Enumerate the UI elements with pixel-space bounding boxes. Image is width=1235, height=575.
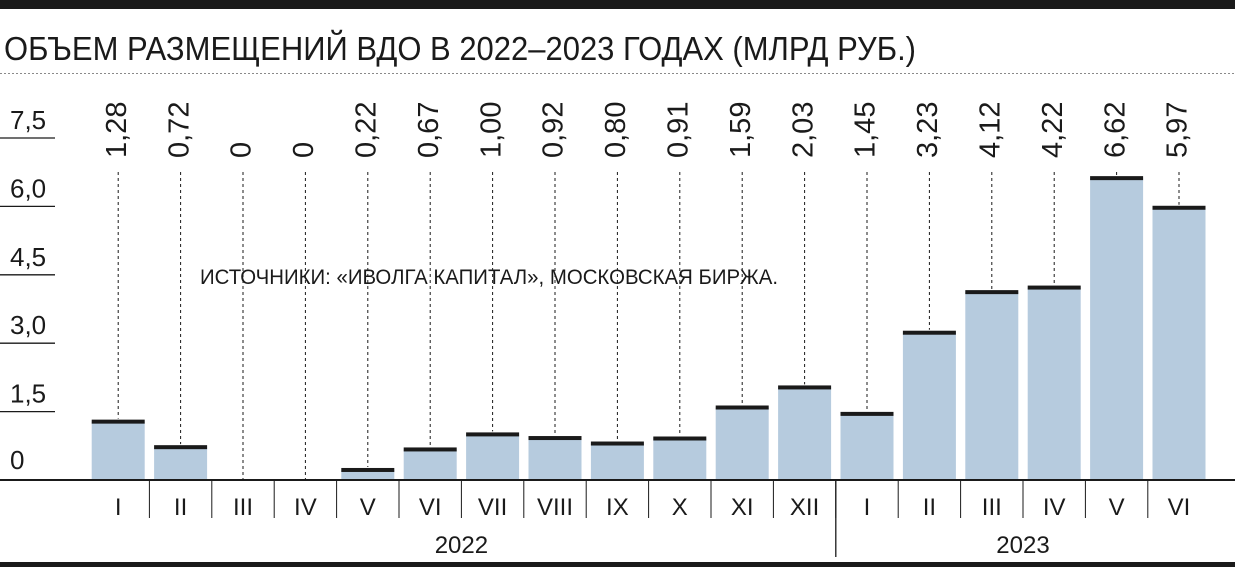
bar-cap xyxy=(154,445,208,450)
bar-cap xyxy=(902,330,956,335)
value-label: 4,12 xyxy=(974,102,1006,158)
bar xyxy=(341,469,395,480)
x-tick-label: II xyxy=(174,494,187,521)
x-tick-label: IV xyxy=(294,494,317,521)
y-tick-label: 0 xyxy=(10,445,24,475)
y-tick-label: 7,5 xyxy=(10,105,46,135)
value-label: 0,72 xyxy=(163,102,195,158)
value-label: 0,80 xyxy=(600,102,632,158)
bar-cap xyxy=(1152,205,1206,210)
bar xyxy=(840,413,894,480)
bar-cap xyxy=(1090,176,1144,181)
bar xyxy=(965,292,1019,480)
x-tick-label: IV xyxy=(1043,494,1066,521)
bar xyxy=(590,443,644,480)
x-tick-label: VIII xyxy=(537,494,573,521)
year-label: 2022 xyxy=(435,532,488,559)
y-tick-label: 3,0 xyxy=(10,310,46,340)
bar xyxy=(715,407,769,480)
bar-cap xyxy=(653,436,707,441)
value-label: 4,22 xyxy=(1037,102,1069,158)
value-label: 0,22 xyxy=(350,102,382,158)
bottom-rule xyxy=(0,562,1235,567)
bar-cap xyxy=(528,436,582,441)
bar-cap xyxy=(91,419,145,424)
y-tick-label: 6,0 xyxy=(10,173,46,203)
bar-cap xyxy=(341,467,395,472)
bar-cap xyxy=(590,441,644,446)
x-tick-label: V xyxy=(360,494,376,521)
bar-cap xyxy=(1027,285,1081,290)
value-label: 5,97 xyxy=(1162,102,1194,158)
value-label: 0 xyxy=(288,142,320,158)
value-label: 1,45 xyxy=(850,102,882,158)
x-tick-label: VI xyxy=(1168,494,1191,521)
year-label: 2023 xyxy=(996,532,1049,559)
bar xyxy=(902,332,956,480)
chart-title: ОБЪЕМ РАЗМЕЩЕНИЙ ВДО В 2022–2023 ГОДАХ (… xyxy=(4,30,916,67)
x-tick-label: I xyxy=(115,494,122,521)
bar-cap xyxy=(778,385,832,390)
bar-cap xyxy=(840,411,894,416)
x-tick-label: II xyxy=(923,494,936,521)
bar xyxy=(1152,207,1206,480)
bar xyxy=(653,438,707,480)
value-label: 1,59 xyxy=(725,102,757,158)
y-tick-label: 1,5 xyxy=(10,379,46,409)
value-label: 2,03 xyxy=(787,102,819,158)
bar xyxy=(403,449,457,480)
top-rule xyxy=(0,0,1235,9)
bar-cap xyxy=(715,405,769,410)
bar-cap xyxy=(403,447,457,452)
x-tick-label: X xyxy=(672,494,688,521)
value-label: 1,00 xyxy=(475,102,507,158)
x-tick-label: I xyxy=(864,494,871,521)
x-tick-label: III xyxy=(233,494,253,521)
value-label: 0,92 xyxy=(538,102,570,158)
source-note: ИСТОЧНИКИ: «ИВОЛГА КАПИТАЛ», МОСКОВСКАЯ … xyxy=(200,266,778,289)
x-tick-label: XII xyxy=(790,494,819,521)
value-label: 3,23 xyxy=(912,102,944,158)
x-tick-label: XI xyxy=(731,494,754,521)
value-label: 0 xyxy=(226,142,258,158)
bar-cap xyxy=(466,432,520,437)
bar xyxy=(154,447,208,480)
y-tick-label: 4,5 xyxy=(10,242,46,272)
x-tick-label: V xyxy=(1109,494,1125,521)
value-label: 6,62 xyxy=(1099,102,1131,158)
value-label: 1,28 xyxy=(101,102,133,158)
x-tick-label: VI xyxy=(419,494,442,521)
bar xyxy=(91,421,145,480)
x-tick-label: VII xyxy=(478,494,507,521)
bar xyxy=(1090,178,1144,481)
bar xyxy=(778,387,832,480)
bar xyxy=(528,438,582,480)
value-label: 0,67 xyxy=(413,102,445,158)
x-tick-label: III xyxy=(982,494,1002,521)
bar xyxy=(466,434,520,480)
bar xyxy=(1027,287,1081,480)
value-label: 0,91 xyxy=(662,102,694,158)
x-tick-label: IX xyxy=(606,494,629,521)
bar-cap xyxy=(965,290,1019,295)
